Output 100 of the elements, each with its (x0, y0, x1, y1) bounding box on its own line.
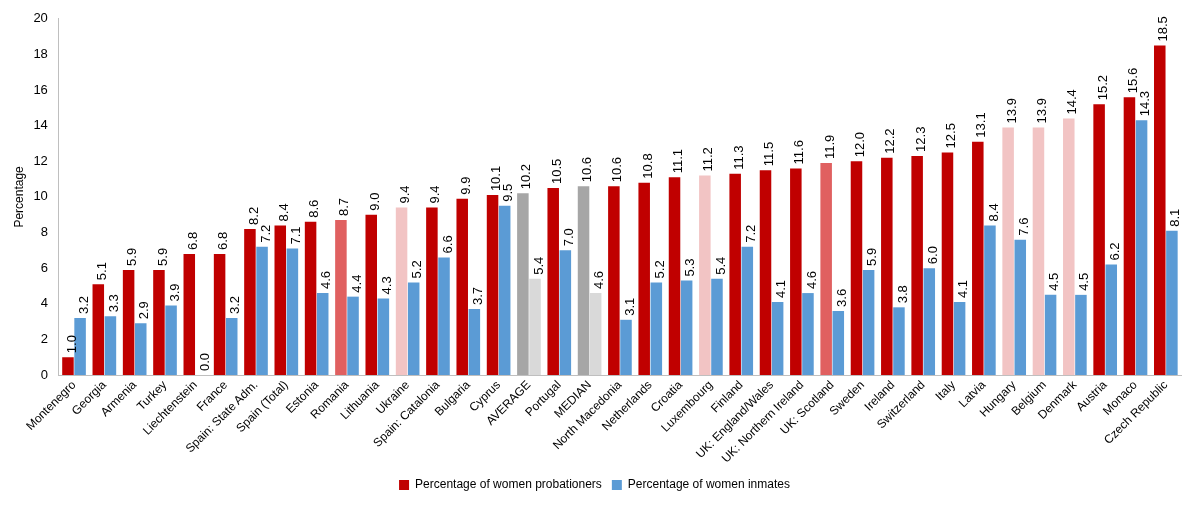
data-label: 12.0 (852, 131, 868, 158)
data-label: 12.5 (943, 123, 959, 149)
data-label: 10.6 (609, 156, 625, 183)
bar (668, 177, 681, 375)
data-label: 11.3 (730, 145, 746, 170)
data-label: 3.8 (894, 285, 910, 304)
data-label: 6.2 (1106, 242, 1122, 261)
data-label: 1.0 (63, 335, 79, 354)
data-label: 9.0 (366, 192, 382, 211)
data-label: 14.3 (1137, 91, 1153, 117)
bar (225, 318, 238, 375)
data-label: 9.4 (427, 185, 443, 204)
data-label: 4.3 (378, 276, 394, 295)
bar (1093, 104, 1105, 375)
bar (529, 278, 541, 375)
bar (711, 278, 723, 375)
bar (802, 293, 814, 375)
data-label: 7.1 (287, 226, 303, 245)
bar (832, 310, 845, 375)
bar (1105, 264, 1118, 375)
data-label: 11.5 (761, 141, 777, 167)
bar (1044, 294, 1057, 375)
data-label: 10.6 (579, 156, 595, 183)
y-tick-label: 16 (33, 81, 48, 97)
bar (729, 173, 741, 375)
bar (759, 170, 772, 375)
bar (104, 316, 117, 375)
data-label: 11.6 (791, 140, 807, 165)
bar (256, 246, 268, 375)
legend-label: Percentage of women inmates (627, 477, 790, 492)
data-label: 0.0 (196, 352, 212, 371)
bar (62, 357, 74, 375)
data-label: 18.5 (1155, 16, 1171, 42)
bar (577, 186, 590, 375)
data-label: 4.5 (1076, 272, 1092, 291)
bar (972, 141, 984, 375)
data-label: 4.4 (348, 274, 364, 293)
data-label: 10.2 (518, 164, 534, 190)
bar (274, 225, 287, 375)
data-label: 5.3 (682, 258, 698, 277)
bar (984, 225, 996, 375)
bar (1135, 120, 1148, 375)
data-label: 3.2 (75, 295, 91, 315)
bar (286, 248, 299, 375)
bar (365, 214, 377, 375)
bar (468, 309, 481, 375)
data-label: 4.5 (1046, 272, 1062, 291)
data-label: 8.4 (985, 203, 1001, 222)
data-label: 12.3 (912, 126, 928, 152)
y-tick-label: 14 (33, 117, 48, 133)
data-label: 11.2 (700, 147, 716, 172)
y-tick-label: 8 (40, 224, 48, 240)
data-label: 9.4 (397, 185, 413, 204)
bar (304, 221, 317, 375)
bar (608, 186, 620, 375)
bar (335, 220, 347, 375)
bar (862, 269, 875, 375)
bar (1063, 118, 1075, 375)
bar (395, 207, 408, 375)
data-label: 8.2 (245, 206, 261, 225)
bar (850, 161, 863, 375)
bar (953, 301, 966, 375)
y-tick-label: 6 (40, 259, 48, 275)
bar (1075, 294, 1087, 375)
data-label: 8.6 (306, 199, 322, 218)
y-tick-label: 10 (33, 188, 48, 204)
bar (517, 193, 529, 375)
bar (680, 280, 693, 375)
bar (456, 198, 468, 375)
bar (426, 207, 438, 375)
bar (893, 307, 905, 375)
data-label: 11.1 (670, 148, 686, 174)
data-label: 7.2 (742, 224, 758, 243)
data-label: 15.2 (1094, 74, 1110, 101)
data-label: 9.9 (457, 176, 473, 195)
bar (881, 157, 893, 375)
data-label: 6.6 (439, 235, 455, 254)
data-label: 8.1 (1167, 208, 1183, 227)
bar (213, 253, 226, 375)
y-axis-title: Percentage (11, 165, 26, 228)
bar (498, 205, 511, 375)
bar (377, 298, 390, 375)
data-label: 7.2 (257, 224, 273, 243)
bar (438, 257, 450, 375)
data-label: 5.4 (712, 256, 728, 275)
data-label: 7.0 (560, 228, 576, 247)
y-tick-label: 12 (33, 152, 48, 168)
data-label: 12.2 (882, 128, 898, 154)
bar (559, 250, 572, 375)
bar (941, 152, 954, 375)
data-label: 3.9 (166, 283, 182, 302)
bar (699, 175, 711, 375)
bar (911, 155, 923, 375)
data-label: 3.7 (469, 287, 485, 306)
data-label: 4.1 (955, 279, 971, 298)
data-label: 5.4 (530, 256, 546, 275)
bar (1032, 127, 1045, 375)
bar (923, 268, 936, 375)
data-label: 13.9 (1003, 98, 1019, 124)
bar (1123, 97, 1136, 375)
